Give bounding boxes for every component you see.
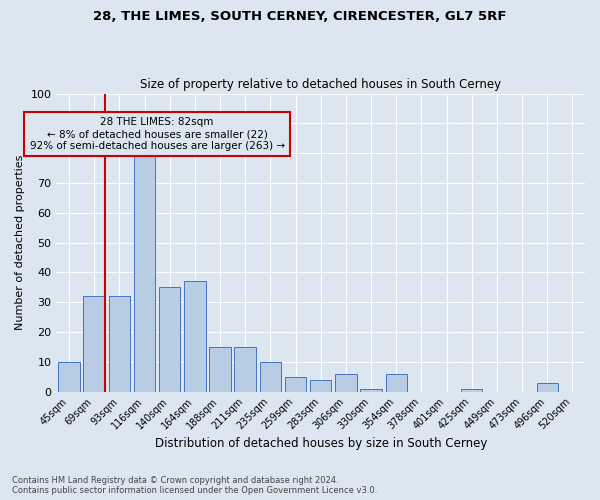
Bar — [184, 282, 206, 392]
Text: Contains HM Land Registry data © Crown copyright and database right 2024.
Contai: Contains HM Land Registry data © Crown c… — [12, 476, 377, 495]
Bar — [109, 296, 130, 392]
Text: 28, THE LIMES, SOUTH CERNEY, CIRENCESTER, GL7 5RF: 28, THE LIMES, SOUTH CERNEY, CIRENCESTER… — [93, 10, 507, 23]
Y-axis label: Number of detached properties: Number of detached properties — [15, 155, 25, 330]
Bar — [386, 374, 407, 392]
Bar — [83, 296, 105, 392]
Bar — [310, 380, 331, 392]
Bar — [134, 156, 155, 392]
Bar — [235, 347, 256, 392]
Bar — [361, 388, 382, 392]
Bar — [209, 347, 231, 392]
Text: 28 THE LIMES: 82sqm
← 8% of detached houses are smaller (22)
92% of semi-detache: 28 THE LIMES: 82sqm ← 8% of detached hou… — [29, 118, 284, 150]
Bar — [159, 288, 181, 392]
Bar — [536, 382, 558, 392]
Bar — [461, 388, 482, 392]
Bar — [260, 362, 281, 392]
Bar — [285, 377, 306, 392]
Bar — [335, 374, 356, 392]
X-axis label: Distribution of detached houses by size in South Cerney: Distribution of detached houses by size … — [155, 437, 487, 450]
Bar — [58, 362, 80, 392]
Title: Size of property relative to detached houses in South Cerney: Size of property relative to detached ho… — [140, 78, 501, 91]
